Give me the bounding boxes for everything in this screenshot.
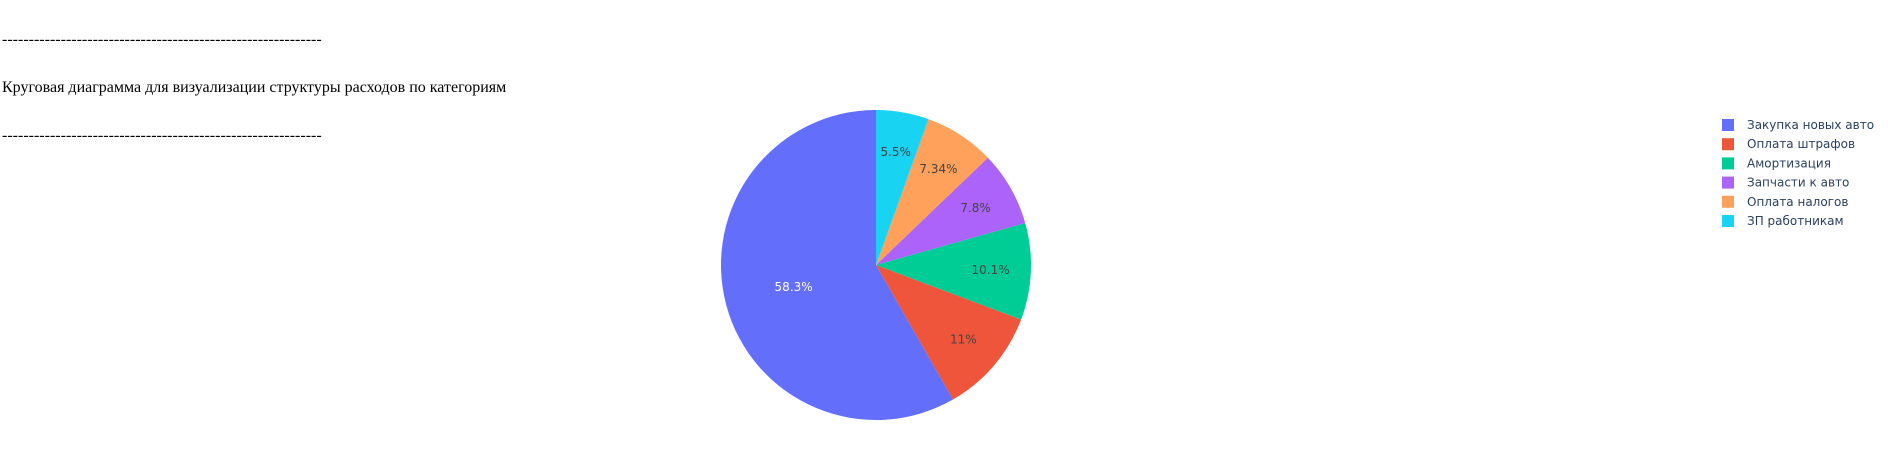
- legend-item-амортизация[interactable]: Амортизация: [1722, 156, 1831, 170]
- legend-swatch: [1722, 195, 1734, 208]
- pie-slice-labels: 58.3% 11% 10.1% 7.8% 7.34% 5.5%: [775, 145, 1010, 346]
- pie-slice-оплата-штрафов[interactable]: [876, 265, 1022, 400]
- legend-item-запчасти-к-авто[interactable]: Запчасти к авто: [1722, 176, 1849, 190]
- legend-swatch: [1722, 138, 1734, 151]
- slice-value-label: 5.5%: [880, 145, 911, 159]
- legend-label: Оплата штрафов: [1747, 137, 1855, 151]
- legend-label: Закупка новых авто: [1747, 118, 1874, 132]
- legend-swatch: [1722, 119, 1734, 131]
- legend-label: Запчасти к авто: [1747, 176, 1849, 190]
- slice-value-label: 10.1%: [972, 263, 1010, 277]
- legend-label: Оплата налогов: [1747, 195, 1848, 209]
- legend-item-закупка-новых-авто[interactable]: Закупка новых авто: [1722, 118, 1874, 132]
- pie-slices: [720, 110, 1032, 421]
- legend-item-оплата-штрафов[interactable]: Оплата штрафов: [1722, 137, 1855, 151]
- legend-swatch: [1722, 176, 1734, 189]
- legend-swatch: [1722, 215, 1734, 227]
- slice-value-label: 11%: [950, 332, 977, 346]
- legend-label: Амортизация: [1747, 156, 1831, 170]
- pie-slice-запчасти-к-авто[interactable]: [876, 157, 1026, 265]
- pie-slice-зп-работникам[interactable]: [876, 110, 929, 265]
- slice-value-label: 7.8%: [960, 201, 991, 215]
- pie-slice-оплата-налогов[interactable]: [876, 119, 988, 266]
- header-rule-bottom: ----------------------------------------…: [2, 127, 322, 144]
- chart-header: ----------------------------------------…: [2, 0, 506, 160]
- legend-item-зп-работникам[interactable]: ЗП работникам: [1722, 214, 1844, 228]
- pie-slice-закупка-новых-авто[interactable]: [720, 110, 954, 421]
- slice-value-label: 58.3%: [775, 280, 813, 294]
- header-rule-top: ----------------------------------------…: [2, 31, 322, 48]
- header-title: Круговая диаграмма для визуализации стру…: [2, 79, 507, 96]
- pie-slice-амортизация[interactable]: [876, 222, 1032, 320]
- legend: Закупка новых авто Оплата штрафов Амортиза…: [1722, 118, 1874, 228]
- legend-swatch: [1722, 157, 1734, 170]
- legend-item-оплата-налогов[interactable]: Оплата налогов: [1722, 195, 1848, 209]
- legend-label: ЗП работникам: [1747, 214, 1844, 228]
- slice-value-label: 7.34%: [919, 162, 957, 176]
